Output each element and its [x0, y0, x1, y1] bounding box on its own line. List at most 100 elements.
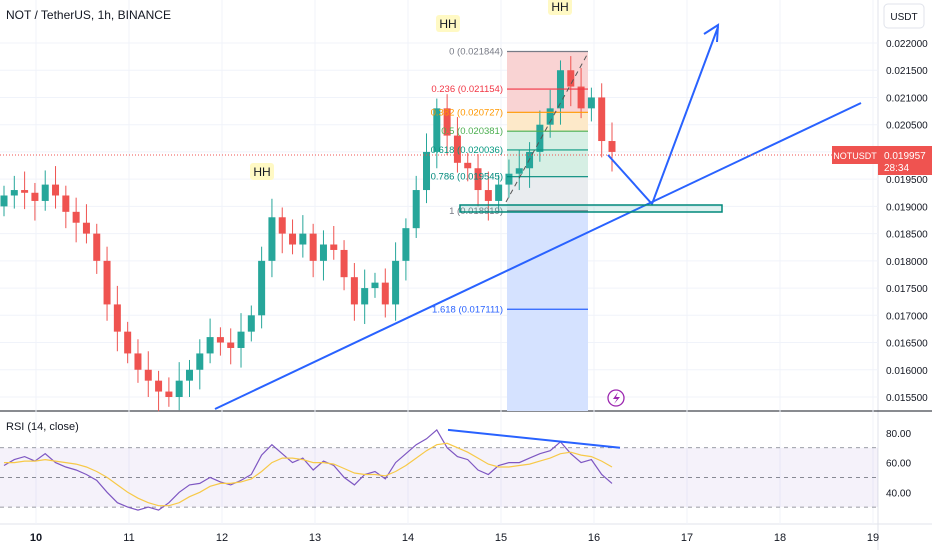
candle: [0, 195, 8, 207]
lightning-icon[interactable]: [607, 389, 625, 407]
rsi-label: RSI (14, close): [6, 421, 79, 433]
price-tick: 0.019000: [886, 202, 928, 213]
candle: [268, 217, 276, 261]
candle: [206, 337, 214, 354]
candle: [124, 331, 132, 354]
candle: [423, 151, 431, 191]
fib-label: 0 (0.021844): [449, 46, 503, 57]
candle: [103, 260, 111, 305]
fib-label: 0.382 (0.020727): [431, 107, 503, 118]
fib-label: 1.618 (0.017111): [432, 304, 503, 315]
candle: [433, 108, 441, 152]
candle: [82, 222, 90, 234]
arrow-head: [703, 23, 720, 43]
hh-label: HH: [439, 17, 456, 31]
candle: [567, 70, 575, 87]
candle: [10, 190, 18, 196]
candle: [72, 211, 80, 223]
hh-labels: HH HH HH: [250, 0, 572, 180]
candle: [412, 190, 420, 229]
badge-price: 0.019957: [884, 151, 926, 162]
price-tick: 0.015500: [886, 393, 928, 404]
hh-label: HH: [551, 0, 568, 14]
trend-line-main[interactable]: [214, 102, 862, 410]
currency-label: USDT: [890, 12, 917, 23]
candle: [309, 233, 317, 261]
candle: [299, 233, 307, 245]
candle: [155, 380, 163, 392]
currency-button[interactable]: USDT: [883, 3, 925, 29]
candle: [21, 190, 29, 193]
candle: [289, 233, 297, 245]
candle: [587, 97, 595, 109]
price-tick: 0.018500: [886, 230, 928, 241]
hh-badge: [548, 0, 572, 15]
candle: [577, 86, 585, 109]
candle: [196, 353, 204, 370]
rsi-tick: 60.00: [886, 459, 911, 470]
candle: [474, 168, 482, 191]
projection-arrow[interactable]: [607, 26, 719, 206]
fib-zone-red: [507, 51, 588, 113]
price-tick: 0.019500: [886, 175, 928, 186]
time-tick: 15: [495, 532, 507, 544]
candle: [608, 141, 616, 152]
candle: [278, 217, 286, 234]
candle: [443, 108, 451, 136]
candle: [134, 353, 142, 370]
candle: [62, 195, 70, 212]
chart-title: NOT / TetherUS, 1h, BINANCE: [6, 8, 171, 22]
candle: [505, 173, 513, 185]
time-tick: 18: [774, 532, 786, 544]
time-axis[interactable]: 10 11 12 13 14 15 16 17 18 19: [30, 532, 879, 544]
candle: [536, 124, 544, 152]
candle: [165, 391, 173, 397]
price-tick: 0.021500: [886, 66, 928, 77]
fib-zones: [507, 51, 588, 411]
candle: [515, 168, 523, 174]
candle: [453, 135, 461, 163]
rsi-pane: 80.00 60.00 40.00: [0, 428, 911, 511]
time-tick: 14: [402, 532, 414, 544]
candle: [371, 282, 379, 289]
candle: [464, 162, 472, 169]
price-tick: 0.022000: [886, 39, 928, 50]
candle: [319, 244, 327, 261]
candle: [340, 249, 348, 278]
time-tick: 13: [309, 532, 321, 544]
time-tick: 16: [588, 532, 600, 544]
candle: [175, 380, 183, 397]
candle: [216, 337, 224, 343]
fib-label: 0.618 (0.020036): [431, 145, 503, 156]
price-tick: 0.017000: [886, 311, 928, 322]
candle: [227, 342, 235, 348]
candle: [52, 184, 60, 196]
price-badge: NOTUSDT 0.019957 28:34: [832, 146, 932, 175]
candle: [381, 282, 389, 305]
candle: [41, 184, 49, 201]
fib-label: 0.236 (0.021154): [431, 84, 503, 95]
candle: [361, 288, 369, 305]
support-box[interactable]: [459, 204, 723, 213]
time-tick: 19: [867, 532, 879, 544]
time-tick: 11: [123, 532, 134, 544]
fib-label: 0.786 (0.019545): [431, 172, 503, 183]
candle: [402, 228, 410, 261]
fib-zone-blue: [507, 210, 588, 411]
hh-badge: [250, 163, 274, 180]
time-tick: 17: [681, 532, 693, 544]
drawings[interactable]: [214, 23, 862, 410]
candle: [598, 97, 606, 142]
hh-label: HH: [253, 165, 270, 179]
rsi-line: [3, 428, 613, 511]
candle: [350, 277, 358, 305]
hh-badge: [436, 15, 460, 32]
badge-symbol: NOTUSDT: [833, 151, 877, 161]
badge-countdown: 28:34: [884, 163, 909, 174]
candle: [484, 190, 492, 201]
rsi-ma-line: [4, 442, 613, 507]
time-tick: 10: [30, 532, 42, 544]
rsi-divergence-line[interactable]: [447, 428, 621, 449]
